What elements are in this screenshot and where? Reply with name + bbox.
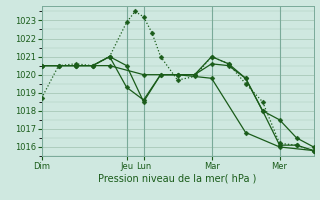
X-axis label: Pression niveau de la mer( hPa ): Pression niveau de la mer( hPa ) — [99, 173, 257, 183]
